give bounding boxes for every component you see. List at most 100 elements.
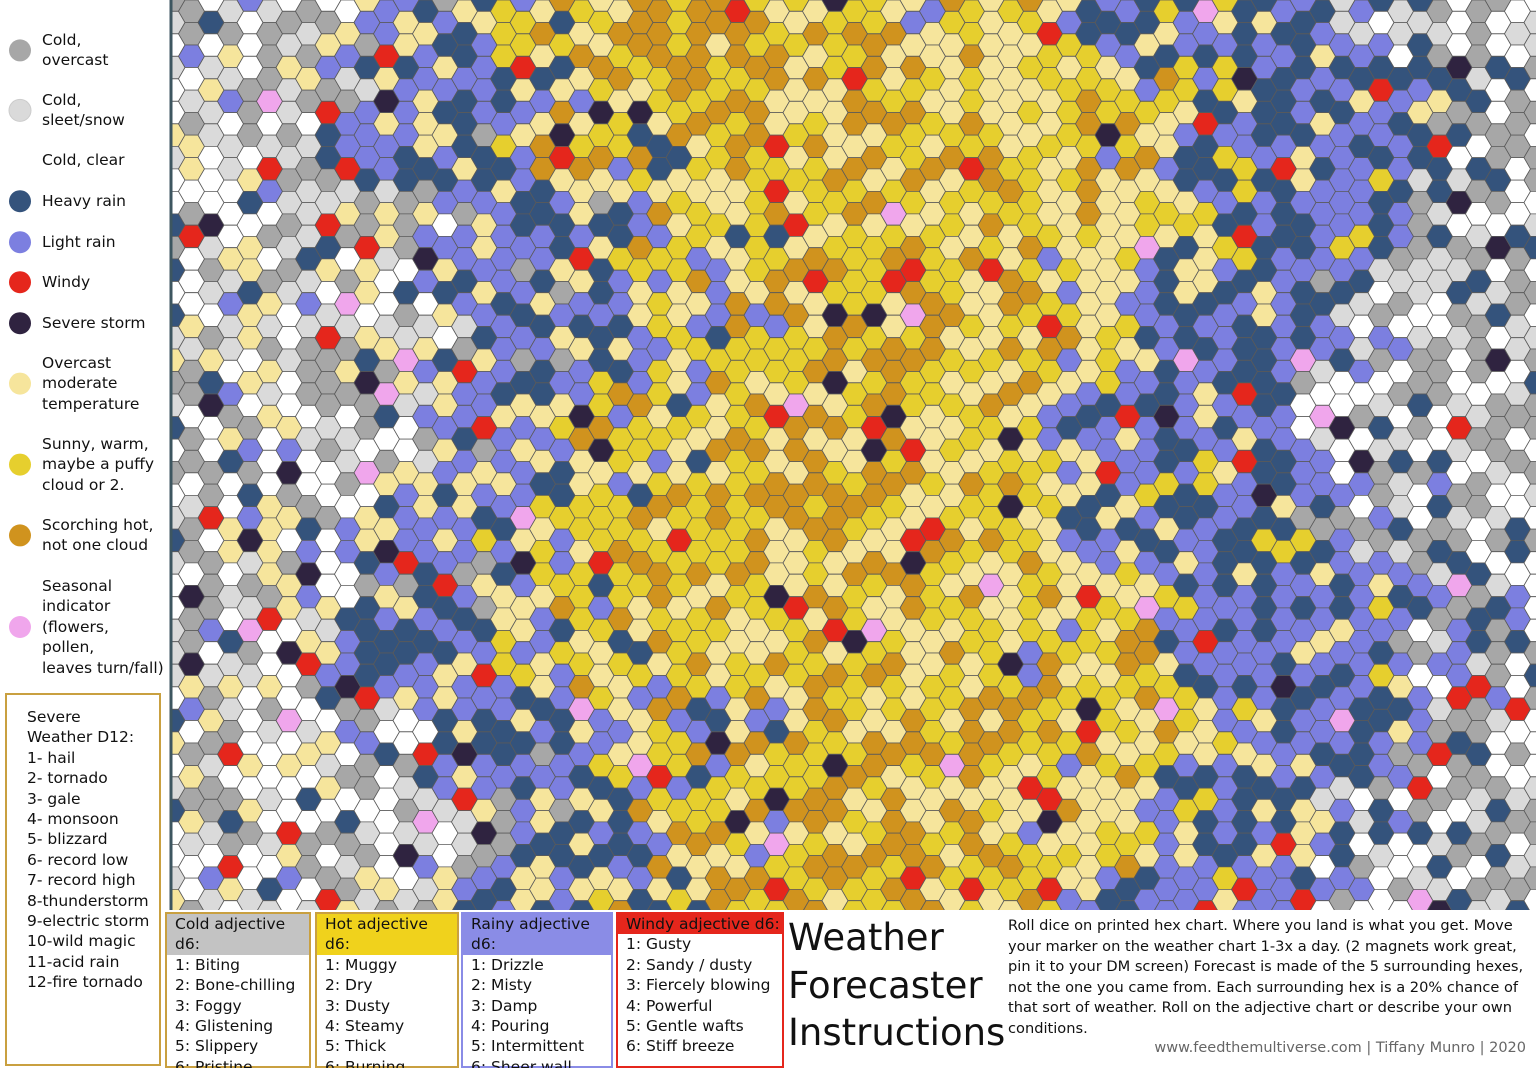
table-item: 1: Biting [175, 955, 240, 974]
severe-item: 8-thunderstorm [27, 891, 149, 910]
legend-label: Scorching hot, not one cloud [42, 515, 153, 556]
hex-grey [1523, 866, 1536, 890]
hex-white [1523, 258, 1536, 282]
hex-grey [1523, 168, 1536, 192]
table-item: 1: Drizzle [471, 955, 544, 974]
hex-white [1523, 573, 1536, 598]
adjective-table: Cold adjective d6: 1: Biting 2: Bone-chill… [165, 912, 311, 1068]
hex-grey [1523, 281, 1536, 305]
table-item: 6: Burning [325, 1057, 406, 1068]
table-item: 5: Intermittent [471, 1037, 585, 1056]
legend-line: temperature [42, 394, 140, 413]
legend-line: Overcast [42, 354, 112, 372]
severe-item: 9-electric storm [27, 912, 150, 931]
severe-item: 3- gale [27, 789, 81, 808]
hex-white [1523, 0, 1536, 12]
legend-label: Severe storm [42, 313, 145, 333]
severe-item: 5- blizzard [27, 830, 108, 849]
legend-label: Overcast moderate temperature [42, 353, 139, 414]
hex-grey [1523, 416, 1536, 440]
severe-item: 11-acid rain [27, 952, 120, 971]
severe-item: 7- record high [27, 871, 136, 890]
hex-white [1523, 889, 1536, 913]
severe-item: 10-wild magic [27, 932, 136, 951]
table-item: 4: Glistening [175, 1017, 274, 1036]
legend-line: Cold, clear [42, 151, 125, 169]
hex-dblue [1523, 371, 1536, 395]
legend-icon [9, 616, 31, 638]
table-item: 1: Gusty [626, 935, 692, 954]
legend-label: Cold, overcast [42, 30, 108, 71]
hex-lgrey [1523, 844, 1536, 868]
legend-label: Cold, sleet/snow [42, 90, 125, 131]
hex-grey [1523, 393, 1536, 418]
severe-title: Severe [27, 708, 81, 726]
adjective-table: Hot adjective d6: 1: Muggy 2: Dry 3: Dusty 4… [315, 912, 459, 1068]
hex-grey [1523, 686, 1536, 710]
table-item: 5: Slippery [175, 1037, 259, 1056]
hex-grey [1523, 798, 1536, 823]
hex-lgrey [1523, 326, 1536, 350]
hex-white [1523, 731, 1536, 755]
table-item: 6: Pristine [175, 1057, 253, 1068]
title: Weather Forecaster Instructions [788, 914, 1005, 1057]
table-item: 3: Damp [471, 996, 538, 1015]
table-item: 5: Gentle wafts [626, 1017, 744, 1036]
legend-line: Cold, [42, 31, 82, 49]
hex-white [1523, 78, 1536, 102]
table-item: 6: Stiff breeze [626, 1037, 735, 1056]
hex-grey [1523, 821, 1536, 845]
table-item: 2: Dry [325, 976, 373, 995]
table-item: 5: Thick [325, 1037, 387, 1056]
hex-lgrey [1523, 483, 1536, 508]
legend-line: cloud or 2. [42, 475, 125, 494]
legend-line: Severe storm [42, 314, 146, 332]
legend-line: Seasonal [42, 577, 113, 595]
hex-white [1523, 551, 1536, 575]
legend-label: Heavy rain [42, 191, 126, 211]
hex-white [1523, 190, 1536, 215]
legend-line: maybe a puffy [42, 455, 155, 474]
credit: www.feedthemultiverse.com | Tiffany Munr… [1154, 1040, 1526, 1056]
hex-grey [1523, 461, 1536, 485]
hex-grey [1523, 145, 1536, 170]
severe-item: 6- record low [27, 850, 129, 869]
table-header: Hot adjective d6: [317, 914, 457, 955]
table-item: 3: Foggy [175, 996, 242, 1015]
severe-item: 12-fire tornado [27, 973, 143, 992]
severe-item: 1- hail [27, 748, 76, 767]
severe-item: 2- tornado [27, 769, 108, 788]
severe-title: Weather D12: [27, 728, 135, 747]
legend-line: indicator [42, 597, 111, 616]
hex-grey [1523, 348, 1536, 372]
hex-white [1523, 618, 1536, 643]
legend-line: Light rain [42, 233, 116, 251]
hex-lgrey [1523, 33, 1536, 57]
hex-dblue [1523, 663, 1536, 688]
legend-line: Sunny, warm, [42, 435, 149, 453]
table-item: 2: Misty [471, 976, 533, 995]
legend-label: Windy [42, 272, 90, 292]
title-line: Forecaster [788, 963, 983, 1007]
hex-grey [1523, 528, 1536, 553]
hex-grey [1523, 55, 1536, 80]
legend-icon [9, 524, 31, 547]
legend-line: Scorching hot, [42, 516, 154, 534]
legend-label: Seasonal indicator (flowers, pollen, leaves … [42, 576, 164, 678]
legend-line: pollen, [42, 638, 95, 657]
legend-label: Cold, clear [42, 150, 125, 170]
hex-white [1523, 506, 1536, 530]
legend-line: Cold, [42, 91, 82, 109]
legend-line: (flowers, [42, 617, 109, 636]
legend-icon [9, 312, 31, 335]
table-item: 2: Bone-chilling [175, 976, 296, 995]
hex-grey [1523, 641, 1536, 665]
severe-weather-box: Severe Weather D12: 1- hail 2- tornado 3- ga… [5, 693, 161, 1066]
instructions: Roll dice on printed hex chart. Where yo… [1008, 917, 1524, 1037]
legend-icon [9, 231, 31, 254]
legend-icon [9, 190, 31, 213]
legend-icon [9, 39, 31, 62]
hex-lgrey [1523, 213, 1536, 237]
